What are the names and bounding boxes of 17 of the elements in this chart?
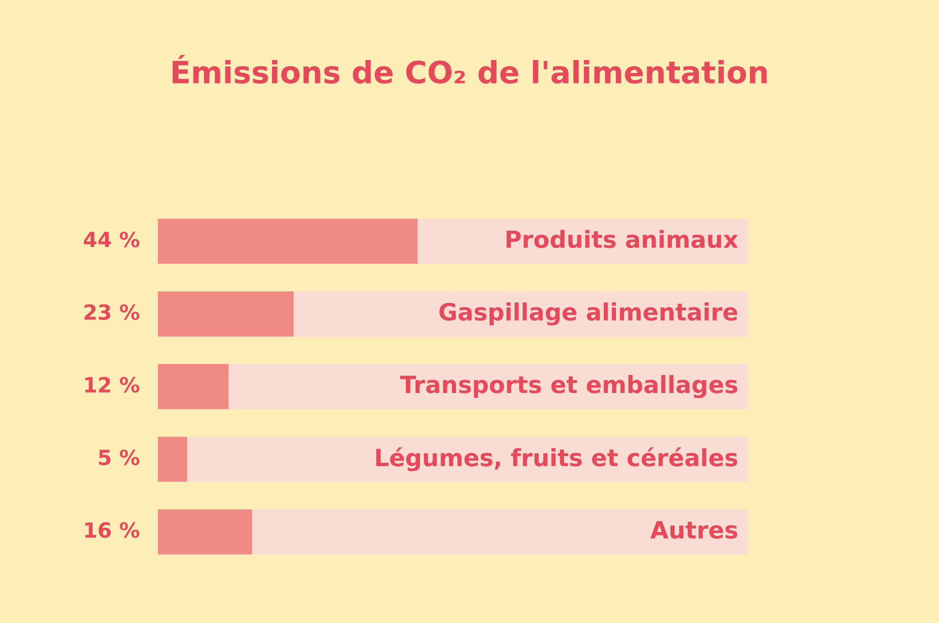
y-tick-label: Légumes, fruits et céréales — [376, 447, 738, 472]
bar — [158, 509, 252, 554]
data-label: 12 % — [85, 376, 140, 393]
data-label: 5 % — [99, 450, 140, 466]
chart-title: Émissions de CO₂ de l'alimentation — [172, 54, 767, 84]
y-tick-label: Produits animaux — [506, 230, 738, 248]
y-tick-label: Gaspillage alimentaire — [439, 302, 738, 326]
data-label: 23 % — [84, 304, 140, 320]
bar — [158, 436, 188, 482]
data-label: 44 % — [84, 232, 140, 248]
bar — [158, 218, 418, 264]
bar — [252, 509, 748, 554]
bar — [158, 291, 294, 336]
y-tick-label: Autres — [650, 521, 738, 539]
y-tick-label: Transports et emballages — [400, 375, 738, 398]
data-label: 16 % — [85, 522, 140, 538]
bar — [158, 364, 229, 410]
